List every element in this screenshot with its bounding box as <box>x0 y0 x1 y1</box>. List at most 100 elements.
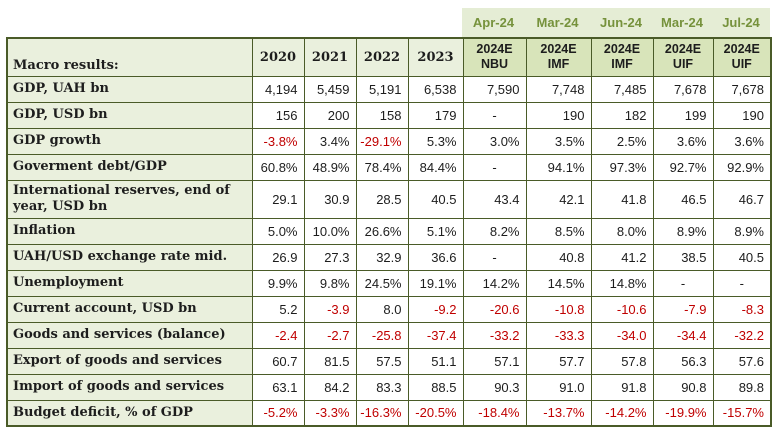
value-cell: 40.5 <box>712 243 772 271</box>
value-cell: 57.6 <box>712 347 772 375</box>
table-row: Export of goods and services 60.7 81.5 57.5… <box>6 347 772 375</box>
value-cell: 30.9 <box>303 179 357 219</box>
table-row: Inflation 5.0% 10.0% 26.6% 5.1% 8.2% 8.5% 8.0% 8… <box>6 217 772 245</box>
value-cell: 92.7% <box>652 153 714 181</box>
value-cell: 27.3 <box>303 243 357 271</box>
value-cell: 158 <box>355 101 409 129</box>
value-cell: -3.3% <box>303 399 357 427</box>
value-cell: -3.8% <box>251 127 305 155</box>
value-cell: -10.6 <box>590 295 654 323</box>
value-cell: 5.1% <box>407 217 464 245</box>
value-cell: -33.2 <box>462 321 527 349</box>
value-cell: 36.6 <box>407 243 464 271</box>
value-cell: 63.1 <box>251 373 305 401</box>
value-cell: -7.9 <box>652 295 714 323</box>
strip-date-label: Mar-24 <box>661 15 703 30</box>
table-row: Goverment debt/GDP 60.8% 48.9% 78.4% 84.4% -9… <box>6 153 772 181</box>
value-cell: 26.6% <box>355 217 409 245</box>
value-cell: 88.5 <box>407 373 464 401</box>
value-cell: -34.4 <box>652 321 714 349</box>
value-cell: 91.0 <box>525 373 592 401</box>
value-cell: 40.5 <box>407 179 464 219</box>
row-label: UAH/USD exchange rate mid. <box>6 243 253 271</box>
value-cell: 42.1 <box>525 179 592 219</box>
value-cell: 190 <box>525 101 592 129</box>
value-cell: 57.5 <box>355 347 409 375</box>
value-cell: 14.5% <box>525 269 592 297</box>
forecast-source-label: NBU <box>480 57 509 72</box>
row-label: Import of goods and services <box>6 373 253 401</box>
value-cell: -14.2% <box>590 399 654 427</box>
value-cell: 46.5 <box>652 179 714 219</box>
forecast-header: 2024E UIF <box>652 37 714 77</box>
value-cell: 3.0% <box>462 127 527 155</box>
value-cell: 38.5 <box>652 243 714 271</box>
year-header: 2023 <box>407 37 464 77</box>
value-cell: 199 <box>652 101 714 129</box>
value-cell: 156 <box>251 101 305 129</box>
value-cell: - <box>712 269 772 297</box>
forecast-header: 2024E IMF <box>590 37 654 77</box>
table-row: UAH/USD exchange rate mid. 26.9 27.3 32.9 36… <box>6 243 772 271</box>
table-row: Goods and services (balance) -2.4 -2.7 -25.… <box>6 321 772 349</box>
forecast-year-label: 2024E <box>723 41 760 56</box>
value-cell: 94.1% <box>525 153 592 181</box>
strip-date-label: Jul-24 <box>722 15 760 30</box>
value-cell: 182 <box>590 101 654 129</box>
value-cell: 3.6% <box>712 127 772 155</box>
row-label: GDP growth <box>6 127 253 155</box>
value-cell: 9.8% <box>303 269 357 297</box>
strip-date-label: Mar-24 <box>536 15 579 30</box>
value-cell: -34.0 <box>590 321 654 349</box>
value-cell: 97.3% <box>590 153 654 181</box>
value-cell: 91.8 <box>590 373 654 401</box>
table-title: Macro results: <box>6 37 253 77</box>
value-cell: 60.8% <box>251 153 305 181</box>
value-cell: 57.7 <box>525 347 592 375</box>
forecast-source-label: IMF <box>611 57 633 72</box>
forecast-header: 2024E UIF <box>712 37 772 77</box>
value-cell: 48.9% <box>303 153 357 181</box>
value-cell: -10.8 <box>525 295 592 323</box>
value-cell: -13.7% <box>525 399 592 427</box>
row-label: Current account, USD bn <box>6 295 253 323</box>
value-cell: 7,590 <box>462 75 527 103</box>
value-cell: 7,485 <box>590 75 654 103</box>
value-cell: 57.8 <box>590 347 654 375</box>
row-label: Budget deficit, % of GDP <box>6 399 253 427</box>
table-row: Unemployment 9.9% 9.8% 24.5% 19.1% 14.2% 14.5%… <box>6 269 772 297</box>
value-cell: 41.8 <box>590 179 654 219</box>
forecast-source-label: UIF <box>672 57 694 72</box>
value-cell: 84.2 <box>303 373 357 401</box>
forecast-source-label: IMF <box>547 57 570 72</box>
value-cell: - <box>652 269 714 297</box>
value-cell: 8.0 <box>355 295 409 323</box>
value-cell: -20.5% <box>407 399 464 427</box>
value-cell: 7,678 <box>652 75 714 103</box>
value-cell: 5,459 <box>303 75 357 103</box>
strip-date-label: Jun-24 <box>600 15 642 30</box>
value-cell: - <box>462 101 527 129</box>
row-label: Export of goods and services <box>6 347 253 375</box>
macro-results-table: Macro results: 2020 2021 2022 2023 2024E NBU 2… <box>6 37 772 427</box>
value-cell: 46.7 <box>712 179 772 219</box>
row-label: International reserves, end of year, USD… <box>6 179 253 219</box>
row-label: Goods and services (balance) <box>6 321 253 349</box>
value-cell: 24.5% <box>355 269 409 297</box>
value-cell: 81.5 <box>303 347 357 375</box>
value-cell: -19.9% <box>652 399 714 427</box>
value-cell: 10.0% <box>303 217 357 245</box>
value-cell: 7,748 <box>525 75 592 103</box>
value-cell: 2.5% <box>590 127 654 155</box>
year-header: 2022 <box>355 37 409 77</box>
value-cell: -33.3 <box>525 321 592 349</box>
value-cell: 4,194 <box>251 75 305 103</box>
value-cell: 32.9 <box>355 243 409 271</box>
value-cell: 92.9% <box>712 153 772 181</box>
row-label: Goverment debt/GDP <box>6 153 253 181</box>
row-label: Unemployment <box>6 269 253 297</box>
value-cell: -25.8 <box>355 321 409 349</box>
value-cell: 6,538 <box>407 75 464 103</box>
value-cell: 40.8 <box>525 243 592 271</box>
